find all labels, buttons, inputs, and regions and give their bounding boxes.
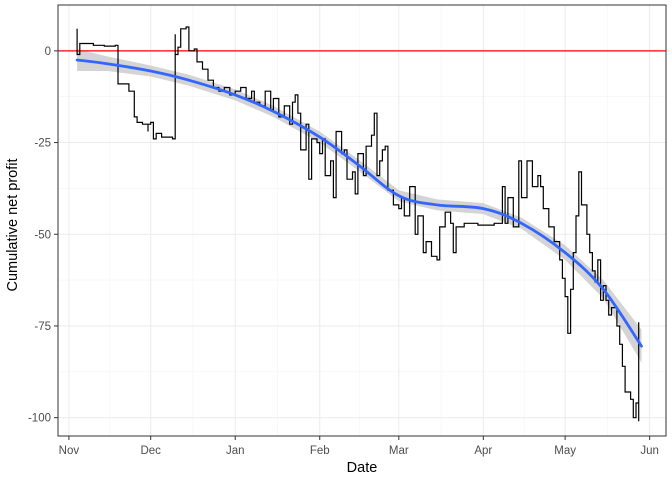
major-grid-y [58,50,666,419]
smooth-trend-line [75,58,643,348]
y-tick-label: 0 [45,46,51,58]
plot-panel-border [57,4,667,437]
major-grid-x [68,5,651,436]
x-tick-label: Dec [140,445,161,457]
minor-grid-y [58,4,666,373]
y-axis-ticks: 0 -25 -50 -75 -100 [28,46,58,425]
y-axis-title: Cumulative net profit [5,159,21,292]
profit-step-line [76,26,640,422]
x-tick-label: Nov [59,445,80,457]
x-axis-ticks: Nov Dec Jan Feb Mar Apr May Jun [59,436,659,457]
x-tick-label: Jan [226,445,245,457]
x-tick-label: Apr [474,445,492,457]
y-tick-label: -100 [28,413,51,425]
y-tick-label: -75 [34,321,51,333]
x-tick-label: May [554,445,576,457]
y-tick-label: -25 [34,138,51,150]
x-axis-title: Date [347,460,378,476]
minor-grid-x [109,5,608,436]
x-tick-label: Feb [310,445,330,457]
x-tick-label: Mar [389,445,409,457]
x-tick-label: Jun [640,445,659,457]
y-tick-label: -50 [34,229,51,241]
